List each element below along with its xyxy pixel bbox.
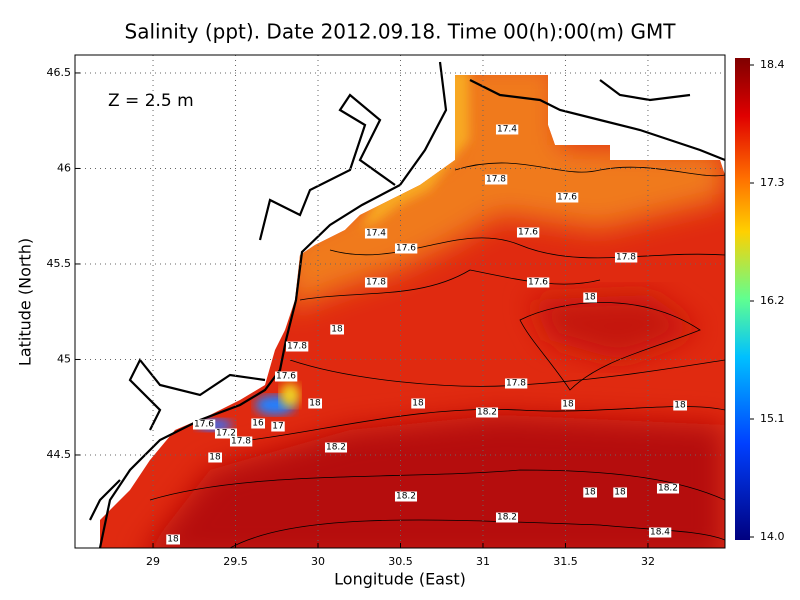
contour-label-box (394, 491, 418, 502)
contour-label: 16 (252, 419, 264, 429)
contour-label: 17.6 (557, 193, 577, 203)
y-tick-label: 46 (57, 161, 71, 174)
contour-label: 17.8 (366, 278, 386, 288)
contour-label: 18 (562, 400, 574, 410)
contour-label: 18.2 (477, 408, 497, 418)
contour-label: 17.2 (216, 429, 236, 439)
contour-label: 17.8 (287, 342, 307, 352)
contour-label-box (271, 421, 285, 432)
contour-label: 18 (614, 488, 626, 498)
colorbar-tick-label: 18.4 (760, 58, 785, 71)
contour-label-box (613, 487, 627, 498)
contour-label-box (214, 428, 238, 439)
contour-label: 18 (584, 488, 596, 498)
contour-label: 18.2 (396, 492, 416, 502)
contour-label: 18 (167, 535, 179, 545)
contour-label-box (285, 341, 309, 352)
contour-label-box (166, 534, 180, 545)
contour-label: 17.6 (276, 372, 296, 382)
y-axis-label: Latitude (North) (16, 238, 35, 366)
colorbar-tick-label: 15.1 (760, 412, 785, 425)
contour-label: 18.2 (326, 443, 346, 453)
contour-label-box (495, 512, 519, 523)
contour-label: 18 (412, 399, 424, 409)
contour-label: 18.2 (658, 484, 678, 494)
contour-label-box (251, 418, 265, 429)
contour-label-box (648, 527, 672, 538)
contour-label-box (583, 487, 597, 498)
contour-label-box (308, 398, 322, 409)
x-tick-label: 32 (641, 555, 655, 568)
contour-label-box (364, 228, 388, 239)
contour-label: 18.4 (650, 528, 670, 538)
contour-label: 17.8 (486, 175, 506, 185)
contour-label-box (192, 419, 216, 430)
contour-label-box (673, 400, 687, 411)
colorbar-tick-label: 17.3 (760, 176, 785, 189)
contour-label-box (504, 378, 528, 389)
x-tick-label: 29.5 (223, 555, 248, 568)
x-tick-label: 31.5 (553, 555, 578, 568)
contour-label: 17.6 (518, 228, 538, 238)
x-tick-label: 29 (146, 555, 160, 568)
y-tick-label: 45 (57, 352, 71, 365)
map-title: Salinity (ppt). Date 2012.09.18. Time 00… (125, 20, 677, 44)
contour-label-box (274, 371, 298, 382)
contour-label: 18.2 (497, 513, 517, 523)
contour-label-box (364, 277, 388, 288)
contour-label-box (561, 399, 575, 410)
contour-label: 17.4 (497, 125, 517, 135)
contour-label-box (411, 398, 425, 409)
contour-label: 17.8 (616, 253, 636, 263)
grid (75, 55, 725, 548)
contour-label: 18 (309, 399, 321, 409)
contour-label-box (526, 277, 550, 288)
colorbar (735, 58, 750, 540)
depth-annotation: Z = 2.5 m (108, 91, 194, 111)
contour-label: 18 (209, 453, 221, 463)
y-tick-label: 46.5 (47, 66, 72, 79)
contour-label-box (516, 227, 540, 238)
contour-label-box (324, 442, 348, 453)
contour-label-box (208, 452, 222, 463)
contour-label-box (484, 174, 508, 185)
contour-label: 18 (584, 293, 596, 303)
contour-label: 17.6 (396, 244, 416, 254)
y-tick-label: 45.5 (47, 257, 72, 270)
contour-label: 17.8 (506, 379, 526, 389)
contour-label-box (394, 243, 418, 254)
contour-label-box (475, 407, 499, 418)
y-tick-label: 44.5 (47, 448, 72, 461)
contour-label-box (555, 192, 579, 203)
x-axis-label: Longitude (East) (334, 570, 466, 589)
contour-label: 17.8 (231, 437, 251, 447)
contour-label: 17.6 (194, 420, 214, 430)
contour-label: 17.4 (366, 229, 386, 239)
contour-label: 18 (674, 401, 686, 411)
contour-label-box (229, 436, 253, 447)
colorbar-tick-label: 16.2 (760, 294, 785, 307)
x-tick-label: 31 (476, 555, 490, 568)
contour-label-box (495, 124, 519, 135)
x-tick-label: 30 (311, 555, 325, 568)
x-tick-label: 30.5 (388, 555, 413, 568)
colorbar-tick-label: 14.0 (760, 530, 785, 543)
coastline (89, 61, 726, 549)
contour-label-box (583, 292, 597, 303)
contour-label-box (614, 252, 638, 263)
contour-label: 18 (331, 325, 343, 335)
contour-label-box (330, 324, 344, 335)
contour-label-box (656, 483, 680, 494)
contour-label: 17 (272, 422, 283, 432)
contour-label: 17.6 (528, 278, 548, 288)
